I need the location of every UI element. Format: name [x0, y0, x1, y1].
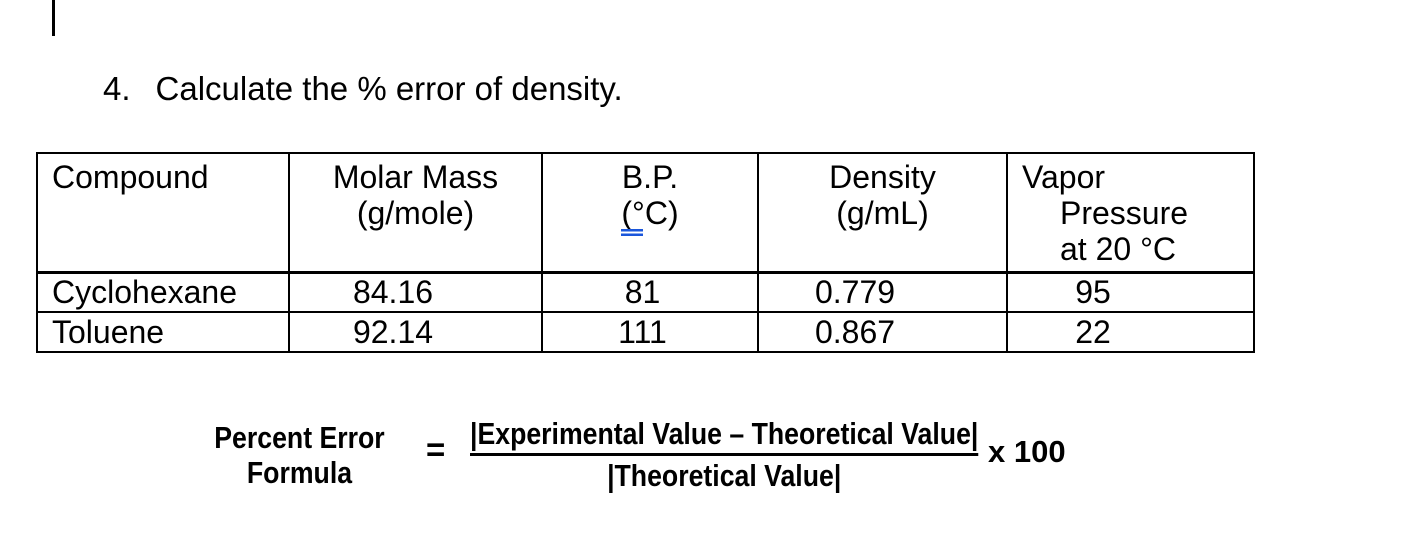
formula-label-line2: Formula: [246, 455, 353, 490]
cell-bp: 81: [541, 271, 759, 313]
header-density-unit: (g/mL): [836, 195, 929, 231]
header-vapor-line3: at 20 °C: [1060, 231, 1176, 267]
header-vapor-line1: Vapor: [1022, 159, 1106, 195]
header-molar-mass-label: Molar Mass: [332, 159, 499, 195]
cell-vapor-pressure: 95: [1006, 271, 1255, 313]
cell-density: 0.779: [757, 271, 1008, 313]
question-text: Calculate the % error of density.: [155, 70, 623, 107]
header-compound-label: Compound: [52, 159, 209, 195]
formula-label-line1: Percent Error: [214, 420, 385, 455]
fraction: |Experimental Value – Theoretical Value|…: [470, 416, 979, 493]
header-vapor-line2: Pressure: [1060, 195, 1189, 231]
fraction-bar: [470, 453, 979, 456]
multiplier-x100: x 100: [988, 434, 1066, 469]
header-compound: Compound: [36, 152, 290, 274]
fraction-denominator: |Theoretical Value|: [607, 458, 842, 493]
header-molar-mass-unit: (g/mole): [356, 195, 475, 231]
cell-molar-mass: 92.14: [288, 311, 543, 353]
fraction-numerator: |Experimental Value – Theoretical Value|: [470, 416, 979, 451]
question-item: 4. Calculate the % error of density.: [103, 72, 623, 106]
grammar-check-underline: (°: [621, 195, 645, 236]
header-bp: B.P. (°C): [541, 152, 759, 274]
header-molar-mass: Molar Mass (g/mole): [288, 152, 543, 274]
text-cursor: [52, 0, 55, 36]
table-row: Cyclohexane 84.16 81 0.779 95: [36, 271, 1255, 313]
header-bp-unit: (°C): [543, 195, 757, 236]
table-header-row: Compound Molar Mass (g/mole) B.P. (°C) D…: [36, 152, 1255, 274]
formula-label: Percent Error Formula: [198, 420, 401, 490]
question-number: 4.: [103, 70, 131, 107]
equals-sign: =: [426, 431, 446, 468]
cell-vapor-pressure: 22: [1006, 311, 1255, 353]
cell-density: 0.867: [757, 311, 1008, 353]
header-bp-label: B.P.: [621, 159, 679, 195]
table-row: Toluene 92.14 111 0.867 22: [36, 311, 1255, 353]
cell-compound-name: Toluene: [36, 311, 290, 353]
header-density: Density (g/mL): [757, 152, 1008, 274]
header-density-label: Density: [829, 159, 936, 195]
cell-compound-name: Cyclohexane: [36, 271, 290, 313]
header-bp-unit-rest: C): [644, 195, 679, 231]
cell-molar-mass: 84.16: [288, 271, 543, 313]
header-vapor-pressure: Vapor Pressure at 20 °C: [1006, 152, 1255, 274]
percent-error-formula: Percent Error Formula = |Experimental Va…: [198, 417, 1098, 502]
cell-bp: 111: [541, 311, 759, 353]
compound-properties-table: Compound Molar Mass (g/mole) B.P. (°C) D…: [36, 152, 1255, 353]
